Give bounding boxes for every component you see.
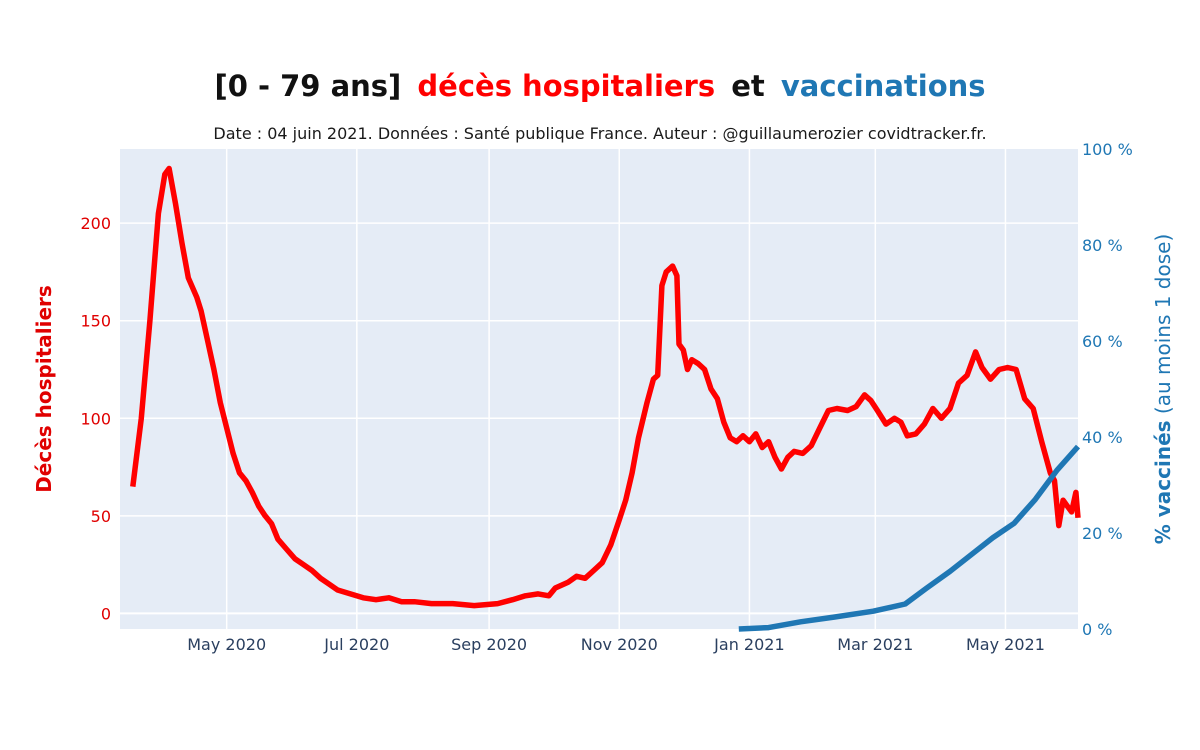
x-axis-ticks: May 2020 Jul 2020 Sep 2020 Nov 2020 Jan 2021… [187, 635, 1045, 654]
series-layer [130, 165, 1081, 632]
right-tick-label: 80 % [1082, 236, 1123, 255]
left-tick-label: 50 [91, 507, 111, 526]
x-tick-label: Jul 2020 [323, 635, 389, 654]
right-axis-label-rest: (au moins 1 dose) [1151, 234, 1175, 421]
chart-title: [0 - 79 ans] décès hospitaliers et vacci… [214, 69, 985, 103]
right-axis-ticks: 0 % 20 % 40 % 60 % 80 % 100 % [1082, 140, 1133, 639]
left-tick-label: 150 [80, 312, 111, 331]
y-gridlines [120, 222, 1078, 615]
plot-area [120, 149, 1078, 629]
left-axis-ticks: 0 50 100 150 200 [80, 214, 111, 623]
right-tick-label: 100 % [1082, 140, 1133, 159]
x-tick-label: Mar 2021 [837, 635, 913, 654]
title-part-deces: décès hospitaliers [417, 69, 715, 103]
x-tick-label: May 2020 [187, 635, 266, 654]
x-gridlines [225, 149, 1007, 629]
series-line-deces [130, 165, 1081, 609]
title-part-vaccinations: vaccinations [781, 69, 986, 103]
right-tick-label: 40 % [1082, 428, 1123, 447]
title-part-et: et [731, 69, 765, 103]
chart-subtitle: Date : 04 juin 2021. Données : Santé pub… [213, 124, 986, 143]
x-tick-label: May 2021 [966, 635, 1045, 654]
right-tick-label: 0 % [1082, 620, 1112, 639]
x-tick-label: Jan 2021 [713, 635, 784, 654]
right-axis-label: % vaccinés (au moins 1 dose) [1151, 234, 1175, 545]
left-tick-label: 0 [101, 604, 111, 623]
x-tick-label: Nov 2020 [581, 635, 658, 654]
title-part-range: [0 - 79 ans] [214, 69, 401, 103]
series-line-vaccinations [738, 444, 1081, 632]
right-tick-label: 20 % [1082, 524, 1123, 543]
right-axis-label-bold: % vaccinés [1151, 420, 1175, 544]
left-tick-label: 100 [80, 409, 111, 428]
left-tick-label: 200 [80, 214, 111, 233]
left-axis-label: Décès hospitaliers [32, 285, 56, 493]
x-tick-label: Sep 2020 [451, 635, 527, 654]
right-tick-label: 60 % [1082, 332, 1123, 351]
